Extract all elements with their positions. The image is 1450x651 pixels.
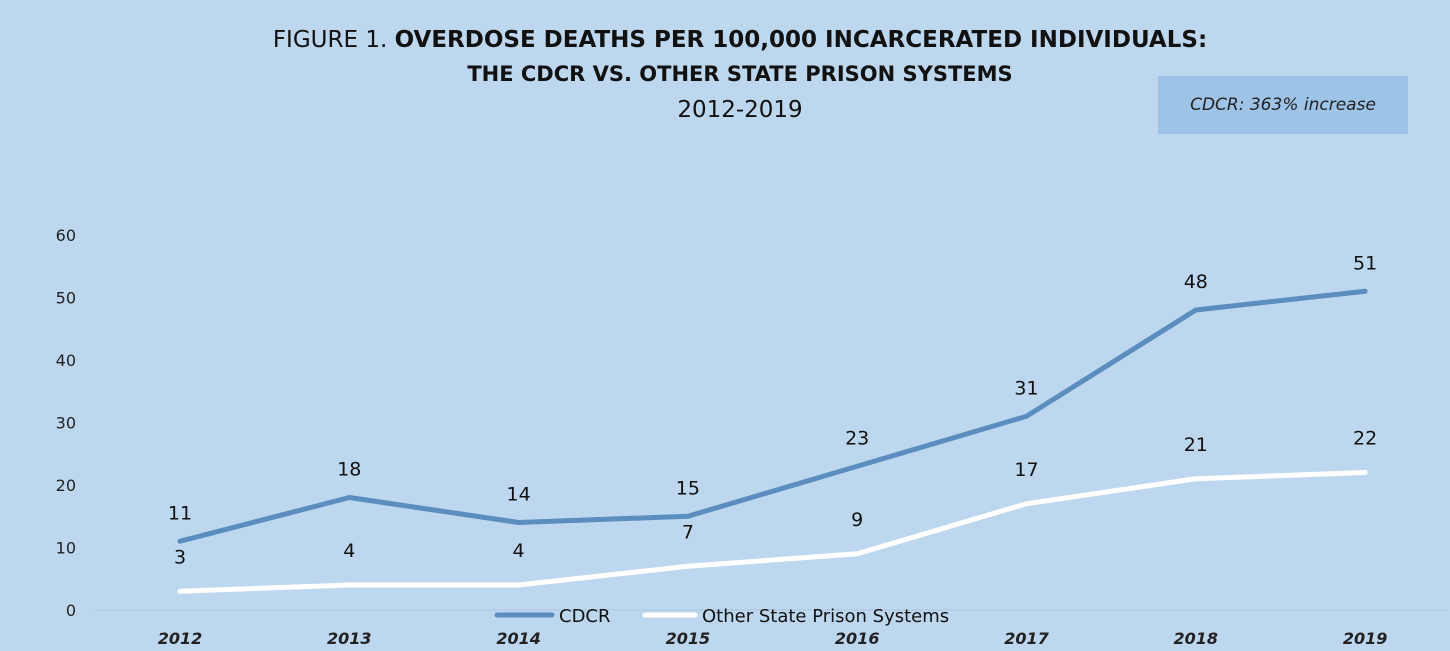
data-label: 23	[845, 427, 869, 449]
series-line-cdcr	[177, 288, 1368, 544]
chart-title-line2: THE CDCR VS. OTHER STATE PRISON SYSTEMS	[467, 62, 1013, 86]
data-label: 17	[1014, 459, 1038, 481]
data-label: 22	[1353, 428, 1377, 450]
y-tick-label: 10	[56, 539, 76, 558]
data-label: 31	[1014, 377, 1038, 399]
y-tick-label: 0	[66, 601, 76, 620]
y-tick-label: 20	[56, 476, 76, 495]
x-tick-label: 2016	[835, 629, 880, 648]
figure-prefix: FIGURE 1.	[272, 27, 395, 53]
data-label: 7	[682, 521, 694, 543]
x-tick-label: 2013	[327, 629, 372, 648]
data-label: 14	[507, 484, 531, 506]
chart-title-line1: FIGURE 1. OVERDOSE DEATHS PER 100,000 IN…	[0, 27, 1450, 53]
data-label: 51	[1353, 252, 1377, 274]
data-label: 9	[851, 509, 863, 531]
legend-label: Other State Prison Systems	[702, 606, 949, 627]
data-labels: 11 18 14 15 23 31 48 51 3 4 4 7 9 17 21 22	[168, 252, 1377, 568]
x-tick-label: 2015	[666, 629, 711, 648]
data-label: 11	[168, 502, 192, 524]
x-tick-label: 2019	[1343, 629, 1388, 648]
chart-subtitle: 2012-2019	[677, 97, 803, 123]
data-label: 3	[174, 546, 186, 568]
y-tick-label: 40	[56, 351, 76, 370]
data-label: 4	[513, 540, 525, 562]
data-label: 48	[1184, 271, 1208, 293]
x-tick-label: 2014	[496, 629, 541, 648]
y-tick-label: 50	[56, 289, 76, 308]
x-tick-label: 2018	[1174, 629, 1219, 648]
x-tick-label: 2017	[1004, 629, 1049, 648]
data-label: 4	[343, 540, 355, 562]
y-tick-label: 30	[56, 414, 76, 433]
x-tick-label: 2012	[158, 629, 203, 648]
x-axis-ticks: 2012 2013 2014 2015 2016 2017 2018 2019	[158, 629, 1388, 648]
y-tick-label: 60	[56, 226, 76, 245]
cdcr-increase-callout: CDCR: 363% increase	[1158, 76, 1408, 134]
legend: CDCR Other State Prison Systems	[494, 606, 949, 627]
series-line-other	[177, 470, 1368, 594]
legend-label: CDCR	[559, 606, 611, 627]
data-label: 15	[676, 477, 700, 499]
data-label: 21	[1184, 434, 1208, 456]
y-axis-ticks: 0 10 20 30 40 50 60	[56, 226, 76, 620]
series-layer	[177, 288, 1368, 594]
chart-title-bold: OVERDOSE DEATHS PER 100,000 INCARCERATED…	[394, 27, 1208, 53]
data-label: 18	[337, 459, 361, 481]
